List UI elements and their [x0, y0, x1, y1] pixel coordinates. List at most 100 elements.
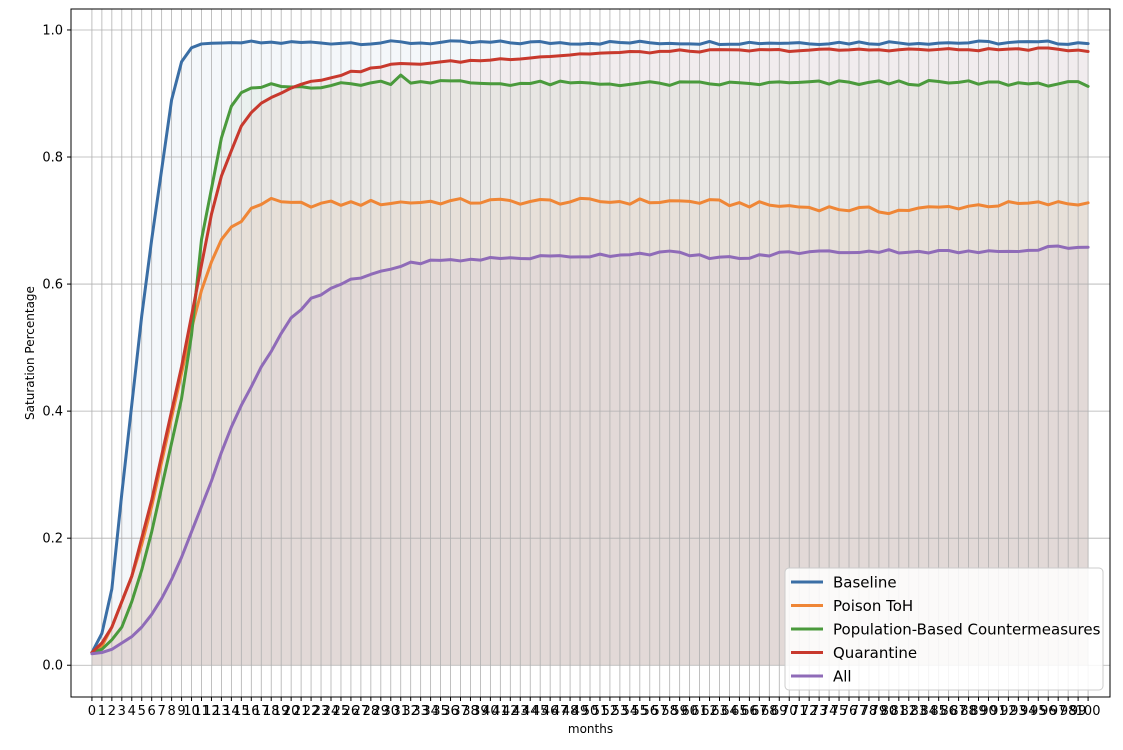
x-tick-label: 24: [323, 704, 340, 719]
y-tick-label: 0.8: [42, 151, 63, 166]
x-tick-label: 65: [731, 704, 748, 719]
x-tick-label: 55: [632, 704, 649, 719]
y-tick-label: 0.6: [42, 278, 63, 293]
legend-label: All: [833, 668, 852, 686]
series-line-quarantine: [90, 46, 1090, 655]
x-tick-label: 61: [691, 704, 708, 719]
legend-label: Population-Based Countermeasures: [833, 621, 1101, 639]
x-tick-label: 90: [980, 704, 997, 719]
x-tick-label: 78: [861, 704, 878, 719]
x-tick-label: 17: [253, 704, 270, 719]
x-tick-label: 63: [711, 704, 728, 719]
x-tick-label: 19: [273, 704, 290, 719]
x-tick-label: 51: [592, 704, 609, 719]
x-axis-label: months: [568, 722, 613, 736]
x-tick-label: 57: [651, 704, 668, 719]
legend-item: Baseline: [791, 574, 897, 592]
legend-item: Population-Based Countermeasures: [791, 621, 1101, 639]
x-tick-label: 62: [701, 704, 718, 719]
x-tick-label: 41: [492, 704, 509, 719]
x-tick-label: 9: [177, 704, 185, 719]
x-tick-label: 49: [572, 704, 589, 719]
x-tick-label: 94: [1020, 704, 1037, 719]
x-tick-label: 98: [1060, 704, 1077, 719]
x-tick-label: 59: [671, 704, 688, 719]
x-tick-label: 72: [801, 704, 818, 719]
x-tick-label: 71: [791, 704, 808, 719]
x-tick-label: 80: [881, 704, 898, 719]
x-tick-label: 31: [392, 704, 409, 719]
x-tick-label: 7: [158, 704, 166, 719]
x-tick-label: 79: [871, 704, 888, 719]
x-tick-label: 99: [1070, 704, 1087, 719]
x-tick-label: 2: [108, 704, 116, 719]
legend-item: All: [791, 668, 852, 686]
x-tick-label: 11: [193, 704, 210, 719]
series-line-baseline: [90, 39, 1090, 655]
x-tick-label: 44: [522, 704, 539, 719]
x-tick-label: 43: [512, 704, 529, 719]
x-tick-label: 93: [1010, 704, 1027, 719]
series-lines: [90, 39, 1090, 656]
legend-item: Poison ToH: [791, 597, 913, 615]
x-tick-label: 26: [343, 704, 360, 719]
x-tick-label: 100: [1076, 704, 1101, 719]
y-axis-ticks: 0.0 0.2 0.4 0.6 0.8 1.0: [42, 23, 71, 674]
x-tick-label: 91: [990, 704, 1007, 719]
x-tick-label: 67: [751, 704, 768, 719]
x-tick-label: 60: [681, 704, 698, 719]
x-tick-label: 34: [422, 704, 439, 719]
x-axis-ticks: 0 1 2 3 4 5 6 7 8 9101112131415161718192021222324…: [88, 697, 1101, 719]
y-axis-label: Saturation Percentage: [23, 286, 37, 420]
x-tick-label: 15: [233, 704, 250, 719]
x-tick-label: 92: [1000, 704, 1017, 719]
x-tick-label: 64: [721, 704, 738, 719]
x-tick-label: 42: [502, 704, 519, 719]
x-tick-label: 28: [363, 704, 380, 719]
x-tick-label: 58: [661, 704, 678, 719]
x-tick-label: 85: [930, 704, 947, 719]
x-tick-label: 22: [303, 704, 320, 719]
x-tick-label: 4: [128, 704, 136, 719]
x-tick-label: 52: [602, 704, 619, 719]
x-tick-label: 35: [432, 704, 449, 719]
x-tick-label: 89: [970, 704, 987, 719]
x-tick-label: 32: [402, 704, 419, 719]
x-tick-label: 23: [313, 704, 330, 719]
x-tick-label: 86: [940, 704, 957, 719]
legend-label: Quarantine: [833, 644, 917, 662]
x-tick-label: 97: [1050, 704, 1067, 719]
x-tick-label: 20: [283, 704, 300, 719]
x-tick-label: 46: [542, 704, 559, 719]
x-tick-label: 13: [213, 704, 230, 719]
x-tick-label: 53: [612, 704, 629, 719]
x-tick-label: 77: [851, 704, 868, 719]
x-tick-label: 87: [950, 704, 967, 719]
y-tick-label: 0.2: [42, 532, 63, 547]
x-tick-label: 88: [960, 704, 977, 719]
x-tick-label: 36: [442, 704, 459, 719]
x-tick-label: 50: [582, 704, 599, 719]
y-tick-label: 0.4: [42, 405, 63, 420]
x-tick-label: 76: [841, 704, 858, 719]
x-tick-label: 54: [622, 704, 639, 719]
x-tick-label: 10: [183, 704, 200, 719]
legend-label: Poison ToH: [833, 597, 913, 615]
x-tick-label: 3: [118, 704, 126, 719]
x-tick-label: 14: [223, 704, 240, 719]
x-tick-label: 38: [462, 704, 479, 719]
x-tick-label: 37: [452, 704, 469, 719]
series-line-all: [90, 244, 1090, 656]
x-tick-label: 75: [831, 704, 848, 719]
x-tick-label: 21: [293, 704, 310, 719]
x-tick-label: 82: [901, 704, 918, 719]
x-tick-label: 12: [203, 704, 220, 719]
x-tick-label: 27: [353, 704, 370, 719]
x-tick-label: 74: [821, 704, 838, 719]
x-tick-label: 8: [167, 704, 175, 719]
x-tick-label: 66: [741, 704, 758, 719]
x-tick-label: 6: [148, 704, 156, 719]
x-tick-label: 83: [910, 704, 927, 719]
x-tick-label: 16: [243, 704, 260, 719]
